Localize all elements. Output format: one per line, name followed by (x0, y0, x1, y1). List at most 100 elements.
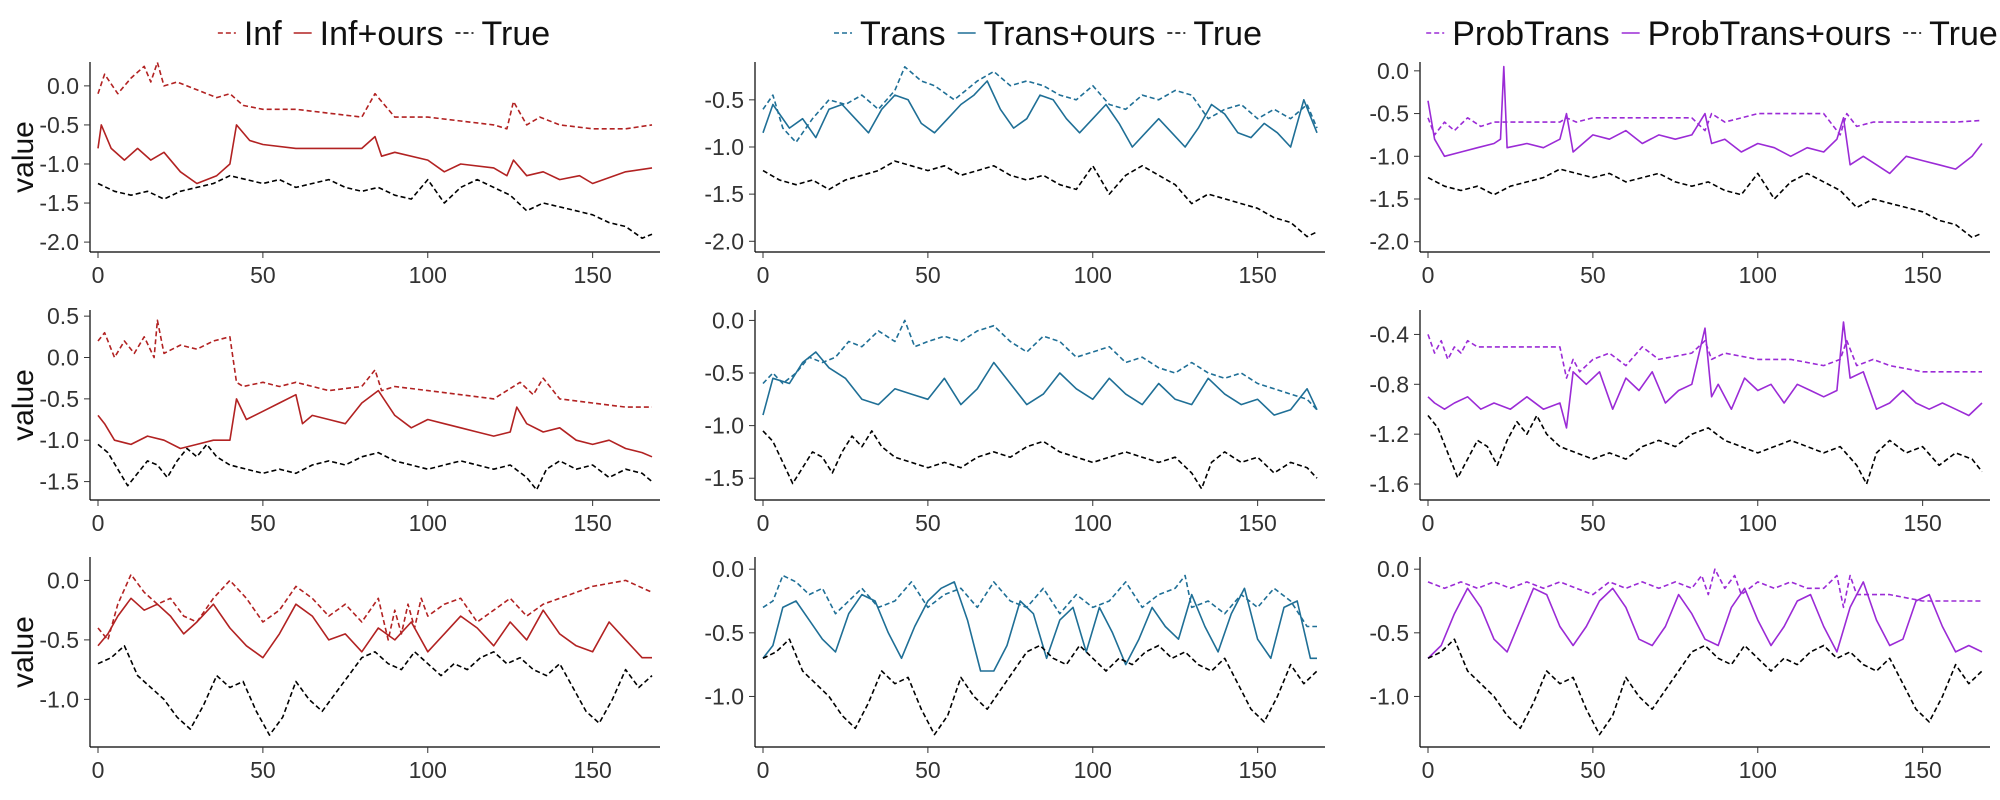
series-line-true (1427, 638, 1983, 736)
series-line-trans (762, 66, 1318, 144)
panel-r2-c2: -1.0 -0.5 0.0 0 50 100 150 (1369, 556, 1990, 783)
x-tick-label: 50 (915, 262, 941, 288)
legend-label: Inf+ours (320, 15, 444, 53)
x-tick-label: 100 (1074, 510, 1112, 536)
y-tick-label: -1.0 (1369, 143, 1409, 169)
series-line-inf-plus-ours (97, 389, 653, 458)
legend-label: True (1929, 15, 1998, 53)
y-tick-label: -1.5 (704, 181, 744, 207)
y-tick-label: -1.0 (39, 686, 79, 712)
x-tick-label: 0 (1422, 757, 1435, 783)
series-line-true (97, 174, 653, 239)
x-tick-label: 100 (409, 757, 447, 783)
panel-r1-c2: -1.6 -1.2 -0.8 -0.4 0 50 100 150 (1369, 310, 1990, 536)
series-line-true (97, 645, 653, 736)
y-tick-label: -1.0 (1369, 683, 1409, 709)
series-line-probtrans (1427, 568, 1982, 609)
x-tick-label: 150 (1903, 510, 1941, 536)
x-tick-label: 50 (915, 757, 941, 783)
y-tick-label: -1.6 (1369, 471, 1409, 497)
y-tick-label: -1.2 (1369, 421, 1409, 447)
x-tick-label: 100 (1074, 262, 1112, 288)
series-line-true (1427, 168, 1983, 239)
series-line-inf (97, 319, 652, 408)
x-tick-label: 50 (1580, 262, 1606, 288)
legend-1: Trans Trans+ours True (834, 15, 1262, 53)
y-tick-label: -1.5 (704, 465, 744, 491)
series-line-trans (762, 319, 1318, 411)
panel-r2-c1: -1.0 -0.5 0.0 0 50 100 150 (704, 556, 1325, 783)
x-tick-label: 50 (250, 757, 276, 783)
series-line-probtrans (1427, 112, 1983, 136)
y-axis-label: value (7, 616, 40, 688)
y-tick-label: -1.0 (39, 151, 79, 177)
series-line-probtrans (1427, 334, 1982, 379)
x-tick-label: 50 (250, 262, 276, 288)
y-tick-label: 0.0 (712, 307, 744, 333)
y-tick-label: 0.5 (47, 303, 79, 329)
legend-label: Trans (860, 15, 946, 53)
y-tick-label: -1.0 (704, 413, 744, 439)
series-line-trans-plus-ours (762, 351, 1318, 416)
legend-label: Trans+ours (984, 15, 1156, 53)
series-line-true (97, 443, 653, 491)
series-line-trans-plus-ours (762, 80, 1318, 148)
panel-r1-c0: -1.5 -1.0 -0.5 0.0 0.5 0 50 100 150 value (7, 303, 660, 536)
x-tick-label: 0 (92, 510, 105, 536)
panel-r2-c0: -1.0 -0.5 0.0 0 50 100 150 value (7, 557, 660, 783)
y-tick-label: -1.0 (704, 683, 744, 709)
x-tick-label: 150 (573, 510, 611, 536)
y-tick-label: -0.5 (704, 87, 744, 113)
series-line-inf-plus-ours (97, 124, 653, 185)
y-tick-label: 0.0 (47, 567, 79, 593)
y-tick-label: -0.5 (704, 360, 744, 386)
y-tick-label: 0.0 (1377, 556, 1409, 582)
series-line-trans (762, 574, 1317, 628)
x-tick-label: 100 (409, 510, 447, 536)
x-tick-label: 150 (1238, 757, 1276, 783)
series-line-inf (97, 61, 653, 130)
y-tick-label: -0.5 (704, 620, 744, 646)
x-tick-label: 150 (573, 262, 611, 288)
legend-2: ProbTrans ProbTrans+ours True (1426, 15, 1998, 53)
legend-0: Inf Inf+ours True (217, 15, 550, 53)
y-tick-label: -1.0 (39, 427, 79, 453)
y-tick-label: -2.0 (39, 229, 79, 255)
x-tick-label: 100 (1739, 757, 1777, 783)
x-tick-label: 100 (1739, 262, 1777, 288)
x-tick-label: 0 (92, 757, 105, 783)
series-line-probtrans-plus-ours (1427, 321, 1983, 429)
y-tick-label: -0.5 (39, 627, 79, 653)
y-tick-label: -1.5 (39, 190, 79, 216)
x-tick-label: 150 (1238, 510, 1276, 536)
panel-r0-c0: -2.0 -1.5 -1.0 -0.5 0.0 0 50 100 150 value (7, 61, 660, 288)
panel-r0-c1: -2.0 -1.5 -1.0 -0.5 0 50 100 150 (704, 62, 1325, 288)
legend-label: ProbTrans+ours (1648, 15, 1891, 53)
x-tick-label: 100 (1739, 510, 1777, 536)
y-tick-label: -0.5 (39, 386, 79, 412)
y-tick-label: -2.0 (704, 228, 744, 254)
y-tick-label: -0.5 (1369, 101, 1409, 127)
y-tick-label: -0.8 (1369, 371, 1409, 397)
series-line-probtrans-plus-ours (1427, 581, 1983, 659)
y-tick-label: 0.0 (712, 556, 744, 582)
x-tick-label: 100 (409, 262, 447, 288)
series-line-true (762, 430, 1318, 490)
y-tick-label: -1.5 (1369, 186, 1409, 212)
x-tick-label: 0 (92, 262, 105, 288)
x-tick-label: 150 (573, 757, 611, 783)
x-tick-label: 0 (757, 262, 770, 288)
series-line-trans-plus-ours (762, 581, 1317, 672)
legend-label: ProbTrans (1452, 15, 1609, 53)
x-tick-label: 0 (757, 757, 770, 783)
y-tick-label: 0.0 (1377, 58, 1409, 84)
legend-label: Inf (244, 15, 282, 53)
series-line-true (1427, 414, 1983, 485)
y-tick-label: -0.5 (39, 112, 79, 138)
series-line-true (762, 638, 1318, 736)
series-line-probtrans-plus-ours (1427, 65, 1983, 175)
x-tick-label: 50 (915, 510, 941, 536)
y-tick-label: 0.0 (47, 345, 79, 371)
series-line-inf (97, 573, 653, 641)
x-tick-label: 150 (1903, 757, 1941, 783)
